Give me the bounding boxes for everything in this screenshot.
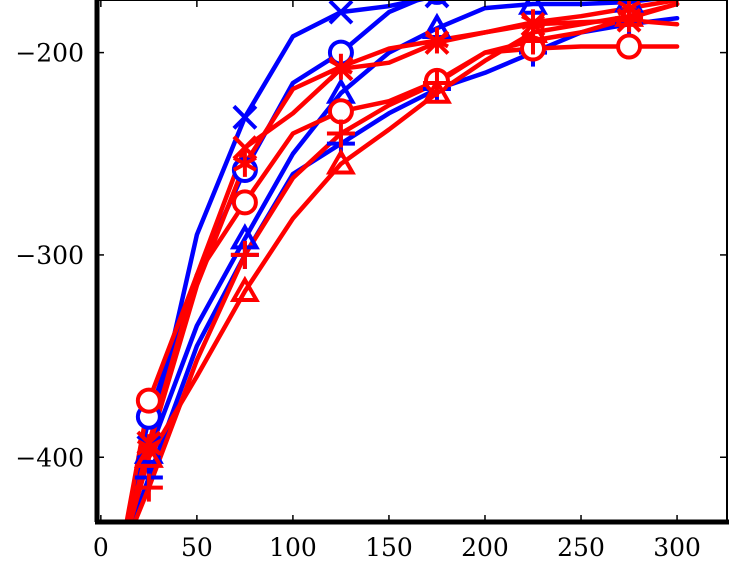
marker-blue-cross-x75	[232, 104, 258, 130]
marker-red-asterisk-x25	[136, 434, 161, 461]
marker-red-cross-x75	[232, 135, 258, 161]
series-line-red-circle	[124, 44, 680, 522]
x-tick-label-50: 50	[181, 533, 213, 562]
marker-red-circle-x125	[327, 98, 354, 125]
y-tick-label--400: −400	[15, 443, 84, 472]
series-line-red-triangle	[128, 1, 680, 522]
series-line-blue-cross	[127, 0, 429, 522]
marker-red-triangle-x125	[325, 148, 356, 175]
series-line-red-asterisk	[127, 0, 680, 522]
y-tick-label--200: −200	[15, 39, 84, 68]
marker-red-plus-x175	[422, 68, 451, 97]
axis-layer	[94, 0, 729, 525]
marker-red-circle-x275	[616, 33, 643, 60]
marker-layer	[133, 0, 645, 502]
marker-red-plus-x75	[230, 240, 259, 269]
marker-red-circle-x75	[231, 189, 258, 216]
x-tick-label-250: 250	[557, 533, 605, 562]
x-tick-label-300: 300	[653, 533, 701, 562]
marker-red-triangle-x175	[421, 77, 452, 104]
x-tick-label-200: 200	[461, 533, 509, 562]
marker-red-asterisk-x75	[232, 150, 257, 177]
marker-red-plus-x25	[134, 473, 163, 502]
marker-red-triangle-x75	[229, 275, 260, 303]
x-tick-label-150: 150	[365, 533, 413, 562]
marker-red-circle-x25	[135, 387, 162, 414]
marker-red-triangle-x25	[133, 441, 164, 468]
series-line-blue-circle	[125, 0, 424, 522]
y-tick-label--300: −300	[15, 241, 84, 270]
series-line-blue-triangle	[127, 0, 664, 522]
series-layer	[124, 0, 680, 522]
marker-red-plus-x225	[519, 26, 548, 55]
series-line-red-plus	[132, 1, 680, 522]
x-tick-label-100: 100	[269, 533, 317, 562]
marker-red-plus-x125	[326, 119, 355, 148]
tick-label-layer: 0 50 100 150 200 250 300 −200 −300 −400	[15, 39, 701, 562]
marker-blue-cross-x175	[424, 0, 450, 9]
marker-red-plus-x275	[615, 4, 644, 33]
marker-blue-cross-x125	[328, 0, 354, 25]
marker-red-asterisk-x125	[328, 53, 353, 80]
marker-red-asterisk-x175	[425, 27, 449, 54]
x-tick-label-0: 0	[93, 533, 109, 562]
